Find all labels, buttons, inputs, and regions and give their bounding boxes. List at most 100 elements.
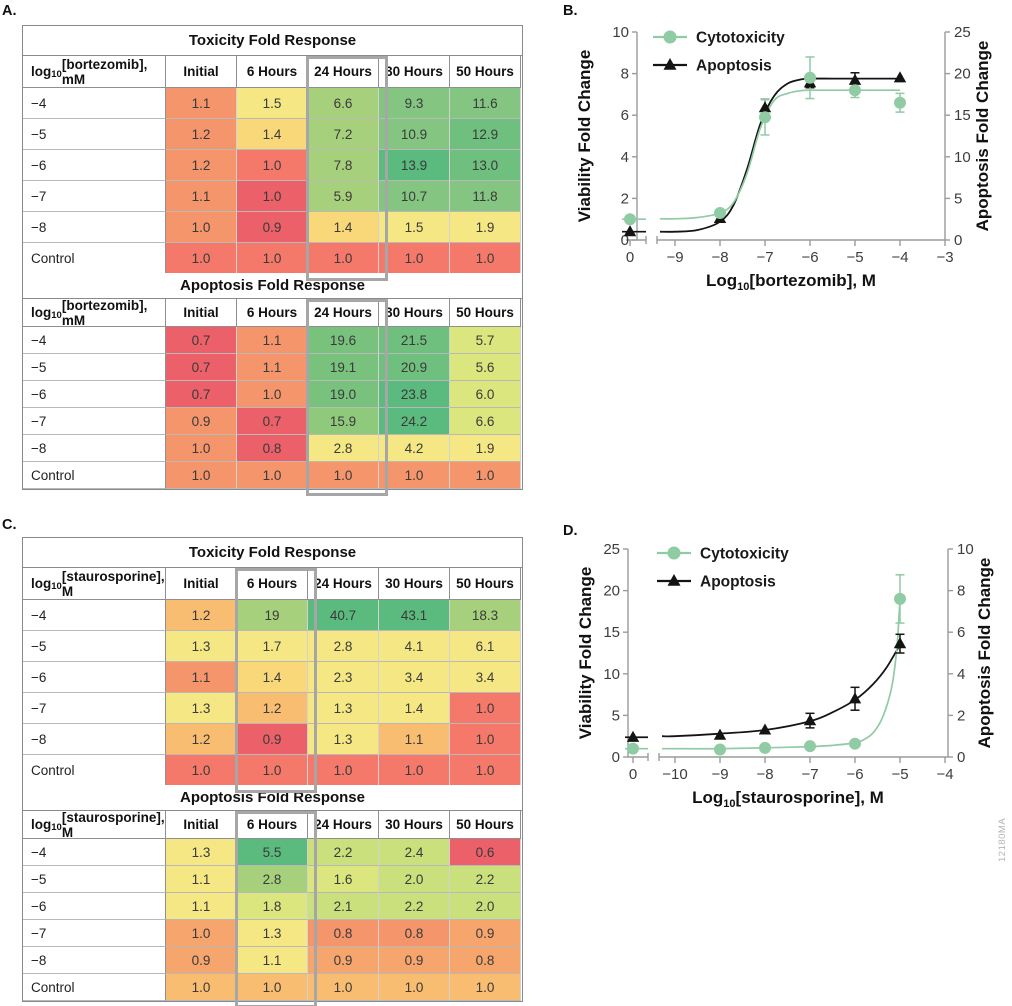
right-tick-label: 5 <box>954 190 962 207</box>
heat-cell: 19.1 <box>308 354 379 381</box>
column-header: Initial <box>166 56 237 88</box>
heat-cell: 1.0 <box>166 920 237 947</box>
left-tick-label: 15 <box>603 624 620 641</box>
row-label: −7 <box>23 181 166 212</box>
fit-curve <box>661 644 901 738</box>
heat-cell: 1.0 <box>237 381 308 408</box>
heat-cell: 3.4 <box>379 662 450 693</box>
heat-cell: 1.1 <box>237 947 308 974</box>
x-tick-label: −3 <box>936 249 953 266</box>
heat-cell: 2.2 <box>308 839 379 866</box>
heat-cell: 1.5 <box>379 212 450 243</box>
figure-id-watermark: 12180MA <box>997 817 1008 862</box>
legend-triangle-marker <box>667 574 681 586</box>
heat-cell: 2.4 <box>379 839 450 866</box>
heat-cell: 5.6 <box>450 354 521 381</box>
table-title: Toxicity Fold Response <box>23 26 522 56</box>
row-label: −5 <box>23 119 166 150</box>
heat-cell: 1.2 <box>166 724 237 755</box>
heat-cell: 1.1 <box>379 724 450 755</box>
row-header-label: log 10 [bortezomib], mM <box>23 56 166 88</box>
heat-cell: 1.1 <box>166 866 237 893</box>
table-title: Apoptosis Fold Response <box>23 273 522 299</box>
cytotoxicity-data-point <box>759 111 771 124</box>
heat-cell: 1.0 <box>237 243 308 274</box>
cytotoxicity-data-point <box>627 742 639 755</box>
heat-cell: 9.3 <box>379 88 450 119</box>
heat-cell: 1.0 <box>166 755 237 786</box>
x-tick-label: −8 <box>711 249 728 266</box>
column-header: Initial <box>166 811 237 839</box>
heat-cell: 2.2 <box>450 866 521 893</box>
heat-cell: 4.1 <box>379 631 450 662</box>
heat-cell: 1.7 <box>237 631 308 662</box>
column-header: 6 Hours <box>237 56 308 88</box>
row-label: −7 <box>23 920 166 947</box>
table-title: Toxicity Fold Response <box>23 538 522 568</box>
row-label: −6 <box>23 381 166 408</box>
staurosporine-toxicity-table: Toxicity Fold Response log 10 [staurosporin… <box>22 537 523 793</box>
heat-cell: 1.0 <box>166 435 237 462</box>
column-header: 30 Hours <box>379 56 450 88</box>
heat-cell: 1.1 <box>166 893 237 920</box>
heat-cell: 1.3 <box>237 920 308 947</box>
right-tick-label: 10 <box>957 541 974 558</box>
apoptosis-data-point <box>848 692 862 704</box>
apoptosis-data-point <box>848 73 862 85</box>
heat-cell: 1.4 <box>308 212 379 243</box>
x-tick-label: −9 <box>666 249 683 266</box>
cytotoxicity-data-point <box>849 737 861 750</box>
heat-cell: 5.9 <box>308 181 379 212</box>
heat-cell: 1.1 <box>237 354 308 381</box>
heat-cell: 1.1 <box>237 327 308 354</box>
row-header-label: log 10 [bortezomib], mM <box>23 298 166 328</box>
heat-cell: 1.0 <box>237 150 308 181</box>
left-tick-label: 5 <box>612 707 620 724</box>
x-tick-label: −6 <box>801 249 818 266</box>
heat-cell: 6.0 <box>450 381 521 408</box>
heat-cell: 1.0 <box>450 462 521 489</box>
heat-cell: 0.9 <box>450 920 521 947</box>
heat-cell: 6.6 <box>308 88 379 119</box>
x-tick-label: −7 <box>756 249 773 266</box>
heat-cell: 12.9 <box>450 119 521 150</box>
panel-c-label: C. <box>2 517 17 533</box>
apoptosis-data-point <box>758 723 772 735</box>
heat-cell: 24.2 <box>379 408 450 435</box>
right-tick-label: 4 <box>957 666 965 683</box>
heat-cell: 20.9 <box>379 354 450 381</box>
heat-cell: 1.0 <box>237 462 308 489</box>
table-grid: log 10 [staurosporine], M Initial 6 Hours 24 … <box>23 568 522 786</box>
left-tick-label: 6 <box>621 107 629 124</box>
left-tick-label: 8 <box>621 66 629 83</box>
column-header: 6 Hours <box>237 811 308 839</box>
heat-cell: 1.6 <box>308 866 379 893</box>
column-header: 24 Hours <box>308 568 379 600</box>
right-tick-label: 0 <box>954 232 962 249</box>
heat-cell: 1.9 <box>450 212 521 243</box>
column-header: Initial <box>166 568 237 600</box>
heat-cell: 1.0 <box>166 462 237 489</box>
cytotoxicity-data-point <box>714 743 726 756</box>
heat-cell: 2.0 <box>450 893 521 920</box>
legend-circle-marker <box>667 546 681 560</box>
heat-cell: 5.5 <box>237 839 308 866</box>
table-title: Apoptosis Fold Response <box>23 785 522 811</box>
apoptosis-data-point <box>893 71 907 83</box>
heat-cell: 0.7 <box>166 327 237 354</box>
heat-cell: 1.2 <box>237 693 308 724</box>
panel-b-label: B. <box>563 3 578 19</box>
cytotoxicity-data-point <box>624 213 636 226</box>
right-tick-label: 6 <box>957 624 965 641</box>
heat-cell: 11.8 <box>450 181 521 212</box>
fit-curve <box>662 598 901 750</box>
x-tick-label: 0 <box>629 766 637 783</box>
row-label: −4 <box>23 839 166 866</box>
row-label: −6 <box>23 662 166 693</box>
panel-d-label: D. <box>563 523 578 539</box>
heat-cell: 1.0 <box>166 243 237 274</box>
heat-cell: 2.8 <box>308 435 379 462</box>
heat-cell: 0.9 <box>237 724 308 755</box>
heat-cell: 19 <box>237 600 308 631</box>
cytotoxicity-data-point <box>804 71 816 84</box>
